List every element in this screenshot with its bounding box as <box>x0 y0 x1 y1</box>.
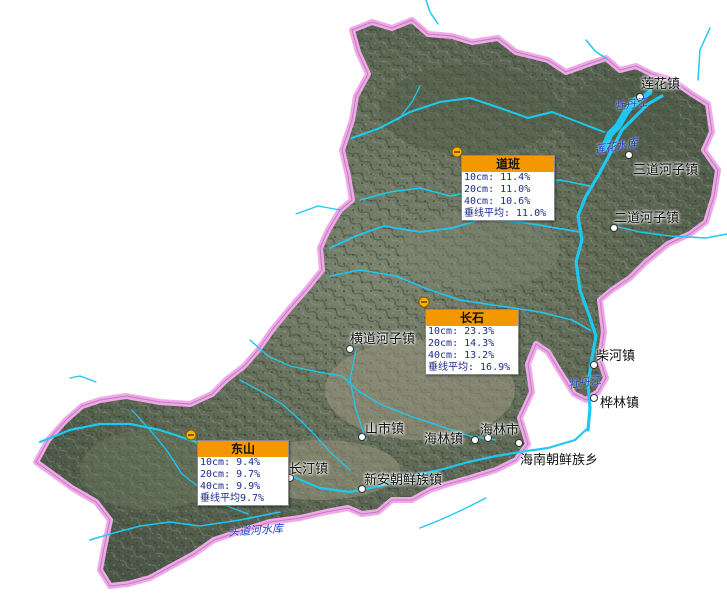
town-label-shanshi: 山市镇 <box>365 422 405 437</box>
town-label-xinan: 新安朝鲜族镇 <box>364 473 443 488</box>
station-reading-10cm: 10cm: 23.3% <box>428 326 495 337</box>
town-marker-hualin[interactable] <box>590 394 598 402</box>
town-label-lianhua: 莲花镇 <box>641 77 681 92</box>
station-popup-daoban[interactable]: 道班 10cm: 11.4% 20cm: 11.0% 40cm: 10.6% 垂… <box>461 155 555 221</box>
station-name: 长石 <box>426 310 518 326</box>
town-label-chaihe: 柴河镇 <box>596 349 636 364</box>
station-reading-40cm: 40cm: 13.2% <box>428 350 495 361</box>
station-icon-changshi[interactable] <box>418 296 430 308</box>
town-marker-lianhua[interactable] <box>636 93 644 101</box>
station-reading-20cm: 20cm: 9.7% <box>200 469 261 480</box>
town-label-hainan: 海南朝鲜族乡 <box>520 453 599 468</box>
station-reading-40cm: 40cm: 10.6% <box>464 196 531 207</box>
town-label-hailinshi: 海林市 <box>480 423 520 438</box>
town-marker-hailinshi[interactable] <box>484 434 492 442</box>
town-label-sandaohezi: 三道河子镇 <box>633 163 699 178</box>
town-label-hengdaohezi: 横道河子镇 <box>350 332 416 347</box>
station-reading-40cm: 40cm: 9.9% <box>200 481 261 492</box>
station-popup-dongshan[interactable]: 东山 10cm: 9.4% 20cm: 9.7% 40cm: 9.9% 垂线平均… <box>197 440 289 506</box>
station-icon-daoban[interactable] <box>451 146 463 158</box>
town-marker-hailinzhen[interactable] <box>471 436 479 444</box>
town-label-erdaohezi: 二道河子镇 <box>614 211 680 226</box>
station-name: 道班 <box>462 156 554 172</box>
town-marker-chaihe[interactable] <box>590 361 598 369</box>
town-marker-sandaohezi[interactable] <box>625 151 633 159</box>
town-label-changting: 长汀镇 <box>289 462 329 477</box>
town-marker-hainan[interactable] <box>515 439 523 447</box>
town-marker-erdaohezi[interactable] <box>610 224 618 232</box>
town-marker-hengdaohezi[interactable] <box>346 345 354 353</box>
station-name: 东山 <box>198 441 288 457</box>
station-icon-dongshan[interactable] <box>185 429 197 441</box>
town-marker-xinan[interactable] <box>358 485 366 493</box>
river-network <box>38 0 727 541</box>
station-reading-10cm: 10cm: 9.4% <box>200 457 261 468</box>
station-reading-20cm: 20cm: 11.0% <box>464 184 531 195</box>
town-label-hualin: 桦林镇 <box>600 396 640 411</box>
town-label-hailinzhen: 海林镇 <box>424 432 464 447</box>
station-reading-average: 垂线平均9.7% <box>200 493 265 504</box>
station-popup-changshi[interactable]: 长石 10cm: 23.3% 20cm: 14.3% 40cm: 13.2% 垂… <box>425 309 519 375</box>
station-reading-average: 垂线平均: 11.0% <box>464 208 547 219</box>
town-marker-shanshi[interactable] <box>358 433 366 441</box>
station-reading-average: 垂线平均: 16.9% <box>428 362 511 373</box>
station-reading-10cm: 10cm: 11.4% <box>464 172 531 183</box>
station-reading-20cm: 20cm: 14.3% <box>428 338 495 349</box>
